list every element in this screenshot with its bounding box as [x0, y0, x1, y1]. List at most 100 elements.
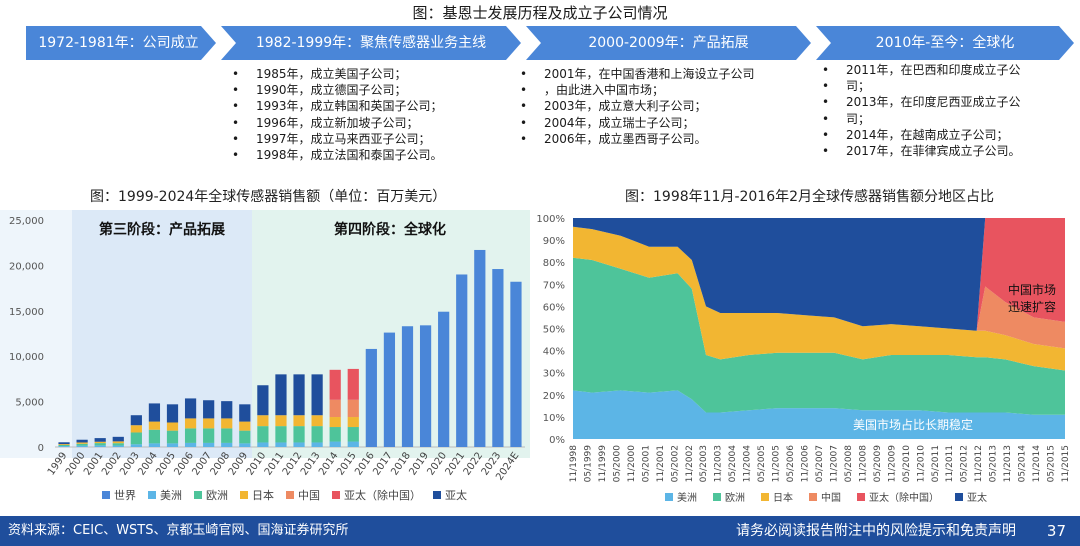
x-tick-label: 05/2014 — [1018, 445, 1028, 483]
bar-segment — [347, 427, 359, 442]
bar-segment — [239, 404, 251, 422]
bar-segment — [365, 348, 377, 447]
timeline-stage-1: 1972-1981年：公司成立 — [38, 35, 199, 51]
footer-source: 资料来源：CEIC、WSTS、京都玉崎官网、国海证券研究所 — [8, 523, 349, 538]
legend-swatch — [955, 493, 963, 501]
bar-segment — [239, 443, 251, 447]
x-tick-label: 11/2000 — [627, 445, 637, 483]
bar-segment — [347, 368, 359, 400]
x-tick-label: 05/2013 — [989, 445, 999, 482]
y-tick-label: 0 — [38, 443, 44, 454]
bar-segment — [76, 439, 88, 443]
x-tick-label: 11/2009 — [887, 445, 897, 483]
bar-segment — [239, 430, 251, 444]
bar-segment — [148, 403, 161, 422]
sales-bar-chart: 第三阶段：产品拓展 第四阶段：全球化 0 5,000 10,000 15,000 20,00… — [0, 210, 530, 516]
annotation-us-stable: 美国市场占比长期稳定 — [853, 417, 973, 432]
y-tick-label: 10% — [543, 413, 565, 424]
x-tick-label: 05/2011 — [931, 445, 941, 482]
bar-segment — [474, 249, 486, 447]
phase-3-label: 第三阶段：产品拓展 — [99, 221, 225, 238]
phase-4-label: 第四阶段：全球化 — [334, 221, 446, 238]
x-tick-label: 05/2007 — [815, 445, 825, 482]
bar-segment — [221, 428, 233, 443]
bar-segment — [257, 426, 269, 443]
legend-swatch — [713, 493, 721, 501]
bar-segment — [166, 430, 179, 444]
x-tick-label: 11/2001 — [656, 445, 666, 482]
y-tick-label: 50% — [543, 325, 565, 336]
bar-segment — [94, 443, 106, 446]
x-tick-label: 11/2011 — [945, 445, 955, 482]
list-item: 1985年，成立美国子公司； — [232, 66, 443, 82]
x-tick-label: 11/2010 — [916, 445, 926, 483]
list-item: 2004年，成立瑞士子公司； — [520, 115, 755, 131]
legend-label: 亚太（除中国） — [869, 491, 939, 504]
bar-segment — [184, 418, 197, 429]
bar-segment — [166, 422, 179, 431]
timeline-stage-3: 2000-2009年：产品拓展 — [588, 35, 749, 51]
bar-segment — [166, 443, 179, 447]
left-chart-title: 图：1999-2024年全球传感器销售额（单位：百万美元） — [90, 189, 447, 205]
legend-label: 亚太（除中国） — [344, 488, 421, 502]
bar-segment — [293, 426, 305, 443]
y-tick-label: 40% — [543, 347, 565, 358]
area-美洲 — [573, 390, 1065, 439]
bar-segment — [456, 274, 468, 447]
x-tick-label: 11/2015 — [1061, 445, 1071, 482]
x-tick-label: 05/2002 — [670, 445, 680, 482]
y-tick-label: 30% — [543, 369, 565, 380]
x-tick-label: 05/2006 — [786, 445, 796, 483]
region-share-area-chart: 0% 10% 20% 30% 40% 50% 60% 70% 80% 90% 100% 11/1998… — [535, 210, 1080, 516]
legend-label: 中国 — [821, 491, 841, 504]
area-日本 — [573, 226, 1065, 371]
area-亚太 — [573, 218, 1065, 331]
bar-segment — [112, 441, 124, 444]
bar-segment — [401, 326, 414, 447]
bar-segment — [76, 445, 88, 447]
bar-segment — [311, 374, 323, 416]
bar-segment — [58, 442, 70, 445]
legend-label: 欧洲 — [725, 492, 745, 504]
bar-segment — [76, 443, 88, 446]
legend-label: 亚太 — [445, 489, 467, 502]
y-tick-label: 70% — [543, 280, 565, 291]
bar-segment — [293, 415, 305, 427]
plot-bg-left — [0, 210, 72, 458]
bar-segment — [184, 398, 197, 419]
legend-swatch — [761, 493, 769, 501]
x-tick-label: 11/1999 — [598, 445, 608, 483]
legend-swatch — [148, 491, 156, 499]
x-tick-label: 05/2015 — [1047, 445, 1057, 482]
bar-segment — [329, 369, 341, 400]
y-tick-label: 20,000 — [9, 261, 44, 272]
bar-segment — [184, 428, 197, 443]
bar-segment — [257, 385, 269, 416]
y-tick-label: 10,000 — [9, 352, 44, 363]
bar-segment — [221, 418, 233, 429]
bar-segment — [329, 427, 341, 442]
y-tick-label: 15,000 — [9, 307, 44, 318]
legend-label: 中国 — [298, 489, 320, 502]
bar-segment — [148, 443, 161, 447]
subsidiary-list-2000-2009: 2001年，在中国香港和上海设立子公司 ，由此进入中国市场； 2003年，成立意… — [520, 66, 755, 147]
y-tick-label: 0% — [549, 435, 565, 446]
bar-segment — [419, 325, 432, 447]
list-item-continuation: 司； — [822, 78, 1021, 94]
x-tick-label: 05/2005 — [757, 445, 767, 482]
legend-swatch — [194, 491, 202, 499]
x-tick-label: 11/2012 — [974, 445, 984, 482]
bar-segment — [257, 442, 269, 447]
x-tick-label: 05/2004 — [728, 445, 738, 483]
bar-segment — [130, 444, 142, 447]
bar-segment — [347, 417, 359, 428]
legend-swatch — [433, 491, 441, 499]
legend-label: 日本 — [252, 488, 274, 502]
bar-segment — [112, 443, 124, 446]
y-tick-label: 90% — [543, 236, 565, 247]
bar-segment — [510, 281, 522, 447]
legend-label: 世界 — [114, 489, 136, 502]
page-number: 37 — [1046, 522, 1066, 540]
x-tick-label: 05/1999 — [583, 445, 593, 483]
x-tick-label: 05/2009 — [873, 445, 883, 483]
